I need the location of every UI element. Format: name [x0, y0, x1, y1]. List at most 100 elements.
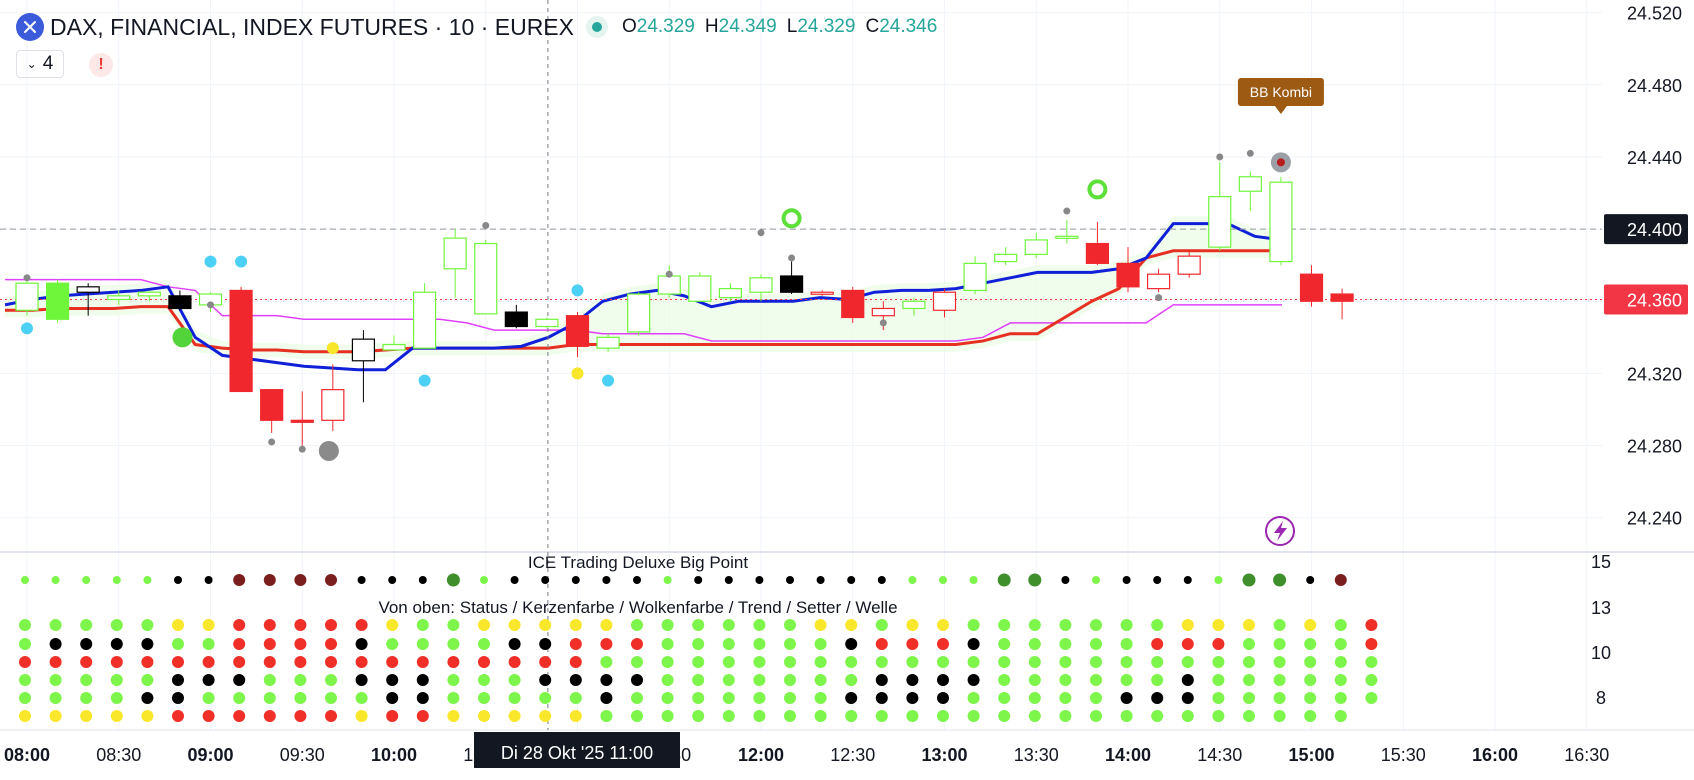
candle-body: [1116, 262, 1140, 288]
candle-body: [1330, 293, 1354, 302]
signal-dot: [1334, 692, 1347, 704]
yellow-marker: [326, 342, 339, 355]
signal-dot: [539, 674, 552, 686]
crosshair-price-label: 24.400: [1627, 220, 1682, 240]
signal-dot: [263, 692, 276, 704]
time-tick-label: 14:00: [1105, 745, 1151, 765]
ohlc-low-label: L: [786, 16, 798, 37]
signal-dot: [49, 692, 62, 704]
tag-pointer: [1274, 106, 1287, 114]
signal-dot: [1243, 638, 1255, 650]
signal-dot: [1181, 619, 1194, 631]
signal-dot: [722, 674, 735, 686]
lightning-icon[interactable]: [1265, 516, 1295, 546]
signal-dot: [1090, 638, 1102, 650]
signal-dot: [233, 674, 246, 686]
signal-dot: [784, 619, 796, 631]
signal-dot: [1090, 674, 1102, 686]
candle-body: [443, 237, 467, 270]
signal-dot: [1243, 710, 1255, 722]
candle: [504, 304, 528, 329]
signal-dot: [1181, 674, 1194, 686]
status-dot: [724, 576, 733, 584]
price-tick-label: 24.480: [1627, 76, 1682, 96]
signal-dot: [49, 638, 62, 650]
signal-dot: [631, 656, 643, 668]
signal-dot: [1212, 710, 1225, 722]
signal-dot: [294, 710, 307, 722]
symbol-title[interactable]: DAX, FINANCIAL, INDEX FUTURES · 10 · EUR…: [50, 13, 574, 40]
signal-dot: [845, 638, 858, 650]
candle-body: [657, 275, 681, 295]
signal-dot: [19, 619, 31, 631]
candle: [994, 247, 1018, 266]
sub-panel-tick-label: 13: [1591, 598, 1611, 618]
candle: [932, 288, 957, 318]
crosshair-price-box: [1604, 214, 1688, 245]
signal-dot: [631, 710, 643, 722]
ohlc-open-value: 24.329: [636, 16, 695, 37]
signal-dot: [1151, 656, 1164, 668]
candle: [596, 333, 620, 352]
signal-dot: [1120, 656, 1133, 668]
signal-dot: [478, 692, 490, 704]
ohlc-close-value: 24.346: [879, 16, 938, 37]
candle: [1055, 220, 1079, 244]
signal-dot: [1059, 710, 1072, 722]
green-ring-marker: [1087, 179, 1108, 200]
signal-dot: [631, 692, 643, 704]
signal-dot: [1304, 638, 1317, 650]
signal-dot: [294, 656, 307, 668]
candle-body: [1208, 196, 1232, 248]
signal-dot: [386, 710, 399, 722]
signal-dot: [1304, 710, 1317, 722]
candle: [107, 290, 131, 305]
signal-dot: [875, 674, 888, 686]
signal-dot: [233, 692, 246, 704]
signal-dot: [110, 710, 123, 722]
blue-trend-line: [4, 222, 1283, 372]
candle-body: [688, 275, 712, 302]
signal-dot: [202, 674, 215, 686]
market-status-icon[interactable]: [585, 16, 608, 38]
status-dot: [1061, 576, 1070, 584]
status-dot: [877, 576, 886, 584]
indicator-toggle-button[interactable]: ⌄ 4: [16, 50, 64, 78]
candle: [1024, 232, 1048, 258]
time-tick-label: 12:00: [738, 745, 784, 765]
candle-body: [1146, 273, 1171, 290]
time-tick-label: 14:30: [1197, 745, 1242, 765]
signal-dot: [967, 656, 980, 668]
candle: [1146, 268, 1171, 293]
signal-dot: [784, 638, 796, 650]
signal-dot: [263, 619, 276, 631]
x-circle-icon[interactable]: [16, 13, 44, 41]
current-price-label: 24.360: [1627, 290, 1682, 310]
signal-dot: [478, 710, 490, 722]
signal-dot: [355, 656, 368, 668]
signal-dot: [1059, 674, 1072, 686]
status-dot: [1214, 576, 1223, 584]
candle: [412, 283, 437, 349]
candle-body: [474, 242, 498, 315]
price-tick-label: 24.320: [1627, 364, 1682, 384]
time-tick-label: 08:00: [4, 745, 50, 765]
warning-icon[interactable]: !: [89, 53, 113, 77]
signal-dot: [906, 656, 919, 668]
signal-dot: [508, 692, 521, 704]
signal-dot: [386, 692, 399, 704]
candle-body: [596, 336, 620, 349]
signal-dot: [80, 692, 93, 704]
candle: [1177, 250, 1201, 278]
signal-dot: [172, 656, 184, 668]
candle-body: [1299, 273, 1324, 302]
status-dot: [969, 576, 978, 584]
signal-dot: [875, 710, 888, 722]
candle-body: [871, 307, 895, 317]
signal-dot: [172, 619, 184, 631]
signal-dot: [722, 692, 735, 704]
signal-dot: [692, 638, 705, 650]
signal-dot: [202, 710, 215, 722]
signal-dot: [1273, 638, 1286, 650]
